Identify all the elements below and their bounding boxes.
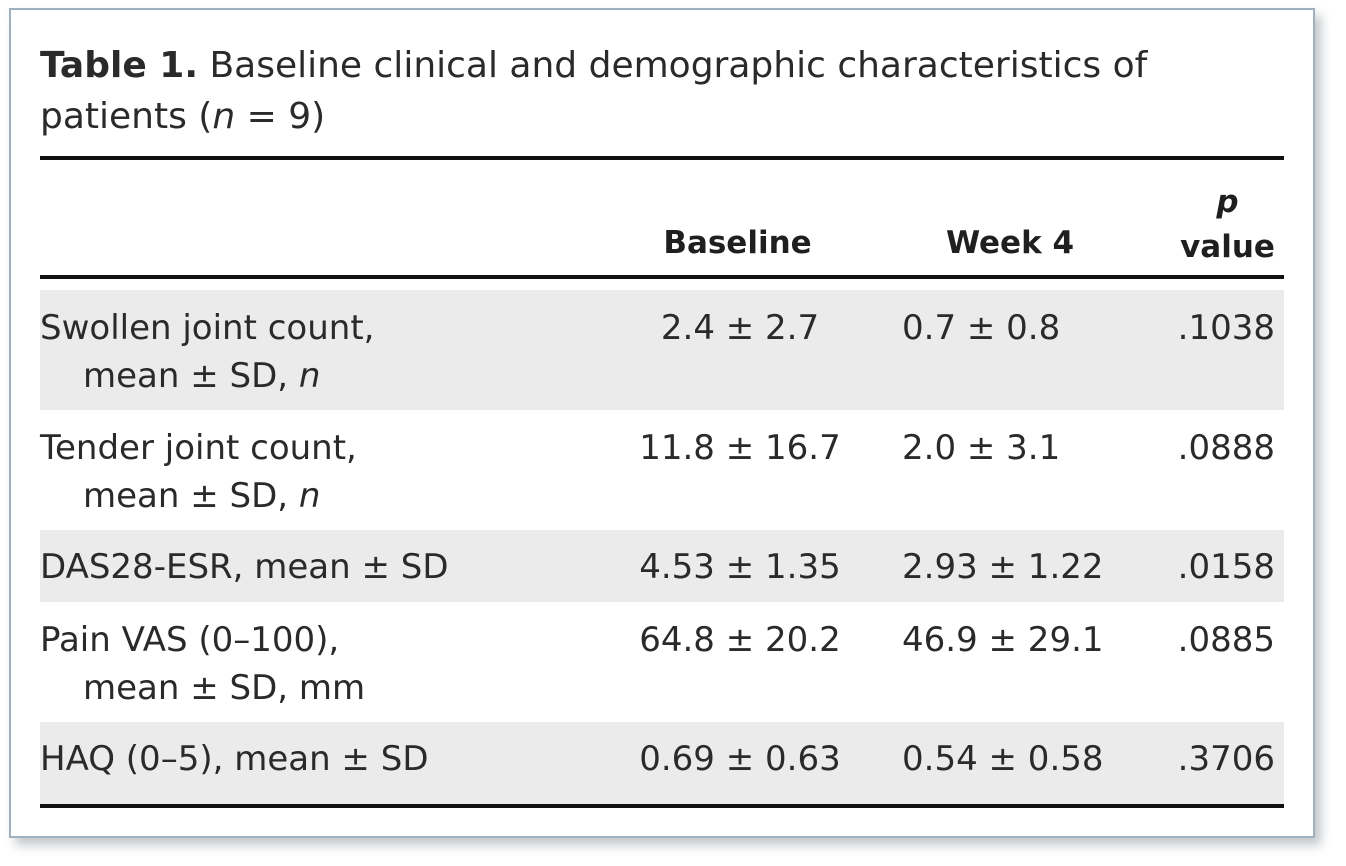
- row-label-line2: mean ± SD, n: [40, 472, 357, 520]
- table-row: Pain VAS (0–100), mean ± SD, mm 64.8 ± 2…: [40, 602, 1284, 722]
- baseline-value: 0.69 ± 0.63: [639, 739, 841, 779]
- row-label: DAS28-ESR, mean ± SD: [40, 547, 449, 587]
- bottom-rule: [40, 804, 1284, 808]
- caption-text-end: = 9): [235, 96, 326, 137]
- row-label-line1: Pain VAS (0–100),: [40, 620, 340, 660]
- row-label: Tender joint count, mean ± SD, n: [40, 424, 357, 520]
- week4-value: 2.93 ± 1.22: [902, 547, 1104, 587]
- row-label: Swollen joint count, mean ± SD, n: [40, 304, 374, 400]
- p-value: .0885: [1177, 620, 1275, 660]
- value-word: value: [1180, 229, 1275, 265]
- row-label-line2: mean ± SD, n: [40, 352, 374, 400]
- caption-label: Table 1.: [40, 45, 198, 86]
- row-label-line2-text: mean ± SD,: [83, 356, 299, 396]
- p-symbol: p: [1216, 184, 1239, 220]
- table-caption: Table 1. Baseline clinical and demograph…: [40, 40, 1240, 142]
- week4-value: 0.54 ± 0.58: [902, 739, 1104, 779]
- p-value: .3706: [1177, 739, 1275, 779]
- baseline-value: 64.8 ± 20.2: [639, 620, 841, 660]
- table-row: HAQ (0–5), mean ± SD 0.69 ± 0.63 0.54 ± …: [40, 722, 1284, 804]
- week4-value: 0.7 ± 0.8: [902, 308, 1061, 348]
- row-label-line2-italic: n: [298, 476, 321, 516]
- table-row: Tender joint count, mean ± SD, n 11.8 ± …: [40, 410, 1284, 530]
- p-value: .0888: [1177, 428, 1275, 468]
- caption-n-symbol: n: [212, 96, 236, 137]
- row-label-line1: Tender joint count,: [40, 428, 357, 468]
- row-label-line1: Swollen joint count,: [40, 308, 375, 348]
- table-row: DAS28-ESR, mean ± SD 4.53 ± 1.35 2.93 ± …: [40, 530, 1284, 602]
- row-label: Pain VAS (0–100), mean ± SD, mm: [40, 616, 365, 712]
- p-value: .0158: [1177, 547, 1275, 587]
- top-rule: [40, 156, 1284, 160]
- week4-value: 46.9 ± 29.1: [902, 620, 1104, 660]
- baseline-value: 4.53 ± 1.35: [639, 547, 841, 587]
- p-value: .1038: [1177, 308, 1275, 348]
- row-label-line2-text: mean ± SD,: [83, 476, 299, 516]
- row-label: HAQ (0–5), mean ± SD: [40, 739, 429, 779]
- caption-text: Baseline clinical and demographic charac…: [40, 45, 1148, 137]
- baseline-value: 2.4 ± 2.7: [660, 308, 820, 348]
- header-rule: [40, 275, 1284, 279]
- column-header-week4: Week 4: [945, 225, 1075, 261]
- row-label-line2-italic: n: [298, 356, 321, 396]
- table-row: Swollen joint count, mean ± SD, n 2.4 ± …: [40, 290, 1284, 410]
- week4-value: 2.0 ± 3.1: [902, 428, 1061, 468]
- row-label-line2: mean ± SD, mm: [83, 668, 366, 708]
- column-header-p-value: p value: [1170, 180, 1285, 270]
- column-header-baseline: Baseline: [663, 225, 812, 261]
- baseline-value: 11.8 ± 16.7: [639, 428, 841, 468]
- table-frame: [9, 8, 1315, 838]
